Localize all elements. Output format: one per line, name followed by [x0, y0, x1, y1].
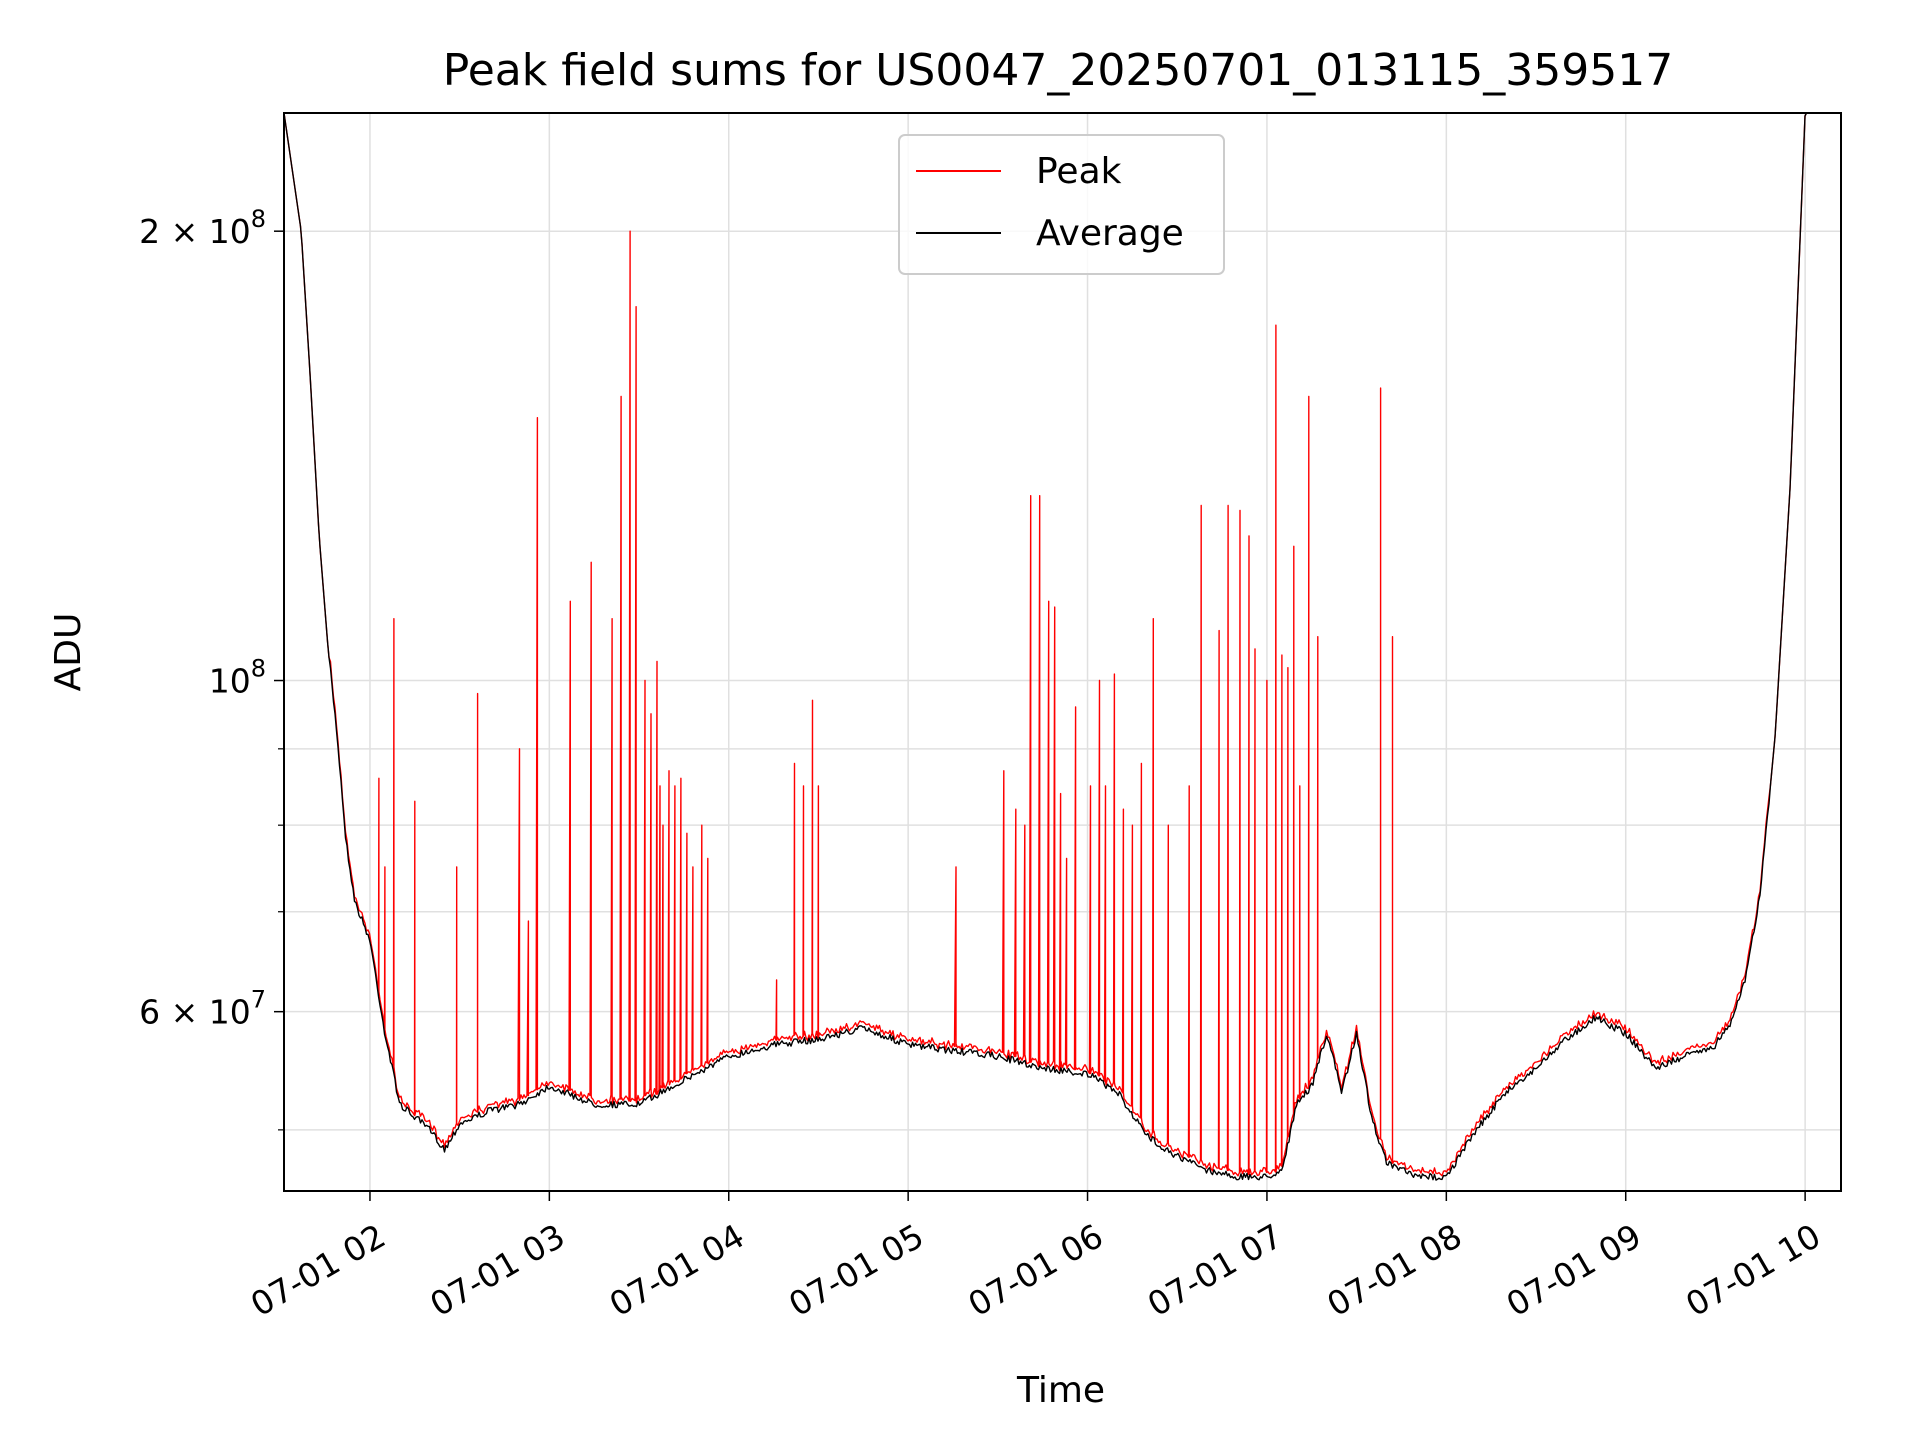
peak-line: [283, 112, 1841, 1177]
y-tick-label: 108: [209, 655, 266, 701]
peak-series: [283, 112, 1841, 1177]
plot-frame: [283, 112, 1842, 1192]
x-axis-label: Time: [1016, 1370, 1105, 1411]
y-axis-label: ADU: [48, 613, 89, 692]
y-tick-label: 2 × 108: [139, 205, 266, 251]
average-line: [283, 112, 1841, 1181]
legend: Peak Average: [898, 134, 1225, 275]
legend-box: [898, 134, 1225, 275]
legend-label-average: Average: [1036, 213, 1184, 254]
chart-title: Peak field sums for US0047_20250701_0131…: [443, 45, 1673, 96]
y-axis: 2 × 108 108 6 × 107: [139, 205, 284, 1131]
average-series: [283, 112, 1841, 1181]
y-tick-label: 6 × 107: [139, 986, 266, 1032]
legend-label-peak: Peak: [1036, 151, 1122, 192]
